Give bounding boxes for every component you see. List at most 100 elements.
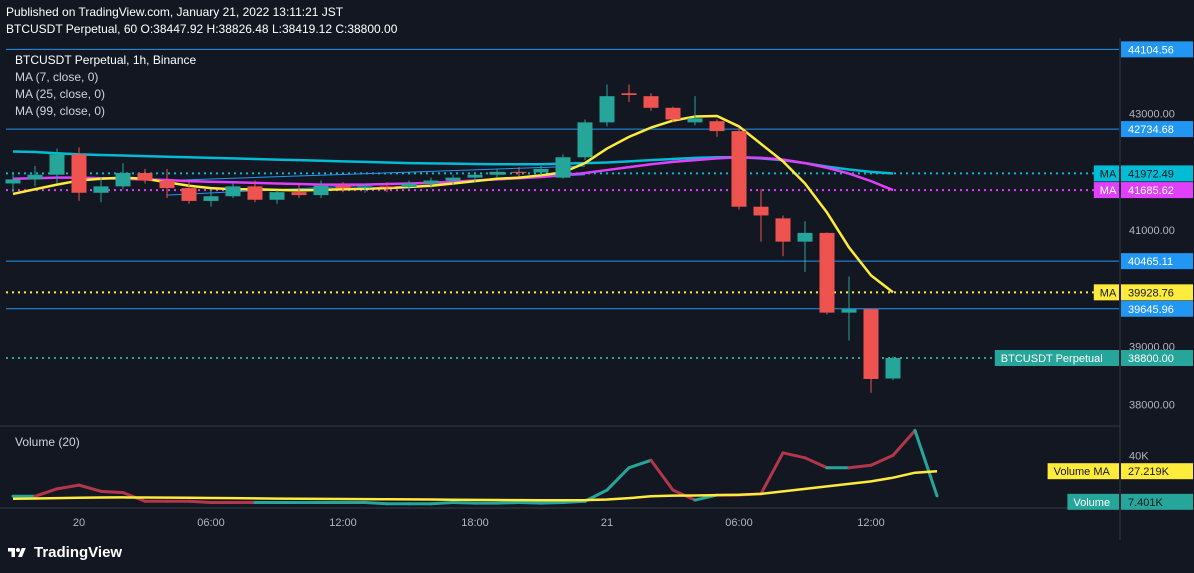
- legend-symbol[interactable]: BTCUSDT Perpetual, 1h, Binance: [15, 53, 197, 67]
- volume-segment: [913, 428, 939, 498]
- time-tick-label: 06:00: [725, 517, 753, 529]
- volume-legend[interactable]: Volume (20): [15, 435, 80, 449]
- price-tag-38800.00: 38800.00: [1128, 353, 1174, 365]
- candle-body: [665, 107, 681, 120]
- price-tag-44104.56-bg: [1121, 41, 1193, 58]
- channel-line-upper: [166, 165, 586, 182]
- time-tick-label: 06:00: [197, 517, 225, 529]
- candle-body: [489, 171, 505, 175]
- price-tag-39645.96-bg: [1121, 300, 1193, 317]
- candle-body: [203, 196, 219, 201]
- volume-segment: [517, 501, 543, 505]
- candle-body: [467, 174, 483, 178]
- line-tag-btcusdt-perpetual-bg: [994, 350, 1119, 366]
- volume-segment: [539, 501, 565, 505]
- tradingview-footer[interactable]: TradingView: [6, 544, 122, 561]
- candle-body: [577, 122, 593, 158]
- volume-segment: [495, 501, 521, 505]
- candle-body: [71, 154, 87, 193]
- price-tick-label: 41000.00: [1129, 225, 1175, 237]
- legend-ma25[interactable]: MA (25, close, 0): [15, 87, 106, 101]
- candle-body: [819, 232, 835, 313]
- candle-body: [511, 171, 527, 173]
- tradingview-brand: TradingView: [34, 544, 123, 561]
- candle-body: [797, 232, 813, 242]
- volume-side-tag-1-bg: [1067, 493, 1119, 510]
- volume-segment: [605, 466, 631, 492]
- legend-ma99[interactable]: MA (99, close, 0): [15, 104, 106, 118]
- ohlc-readout: BTCUSDT Perpetual, 60 O:38447.92 H:38826…: [6, 22, 398, 36]
- time-tick-label: 21: [601, 517, 613, 529]
- price-tag-44104.56: 44104.56: [1128, 44, 1174, 56]
- volume-segment: [869, 453, 895, 467]
- volume-tag-0: 27.219K: [1128, 466, 1170, 478]
- volume-tag-1-bg: [1121, 493, 1193, 510]
- candle-body: [247, 186, 263, 200]
- line-tag-ma-bg: [1093, 182, 1119, 199]
- price-tick-label: 43000.00: [1129, 109, 1175, 121]
- candle-body: [379, 186, 395, 188]
- candle-body: [775, 218, 791, 242]
- volume-segment: [187, 499, 213, 505]
- legend-ma7[interactable]: MA (7, close, 0): [15, 70, 99, 84]
- candle-body: [709, 121, 725, 132]
- candle-body: [885, 358, 901, 379]
- candle-body: [159, 180, 175, 189]
- candle-body: [731, 131, 747, 207]
- candle-body: [313, 185, 329, 196]
- volume-side-tag-0-bg: [1047, 463, 1119, 480]
- candle-body: [291, 192, 307, 196]
- line-tag-ma: MA: [1100, 168, 1117, 180]
- volume-segment: [561, 499, 587, 505]
- price-tag-42734.68: 42734.68: [1128, 124, 1174, 136]
- candle-body: [115, 172, 131, 187]
- volume-segment: [847, 463, 873, 470]
- price-tag-39928.76: 39928.76: [1128, 287, 1174, 299]
- volume-side-tag-0: Volume MA: [1054, 466, 1111, 478]
- price-tag-40465.11-bg: [1121, 253, 1193, 270]
- volume-segment: [759, 451, 785, 496]
- candle-body: [5, 179, 21, 184]
- volume-segment: [33, 487, 59, 498]
- candle-body: [621, 93, 637, 96]
- volume-segment: [781, 451, 807, 460]
- candle-body: [335, 185, 351, 189]
- candle-body: [49, 154, 65, 175]
- price-tag-41685.62-bg: [1121, 182, 1193, 199]
- line-tag-ma: MA: [1100, 287, 1117, 299]
- candle-body: [445, 177, 461, 181]
- time-tick-label: 12:00: [857, 517, 885, 529]
- candle-body: [423, 180, 439, 184]
- candle-body: [93, 186, 109, 193]
- candle-body: [401, 183, 417, 187]
- volume-segment: [363, 501, 389, 506]
- time-tick-label: 12:00: [329, 517, 357, 529]
- candle-body: [863, 309, 879, 379]
- volume-segment: [803, 456, 829, 470]
- candle-body: [687, 118, 703, 123]
- price-tag-41972.49-bg: [1121, 165, 1193, 182]
- line-tag-ma-bg: [1093, 165, 1119, 182]
- candle-body: [225, 186, 241, 197]
- volume-segment: [429, 501, 455, 506]
- line-tag-ma-bg: [1093, 284, 1119, 301]
- price-tag-42734.68-bg: [1121, 121, 1193, 138]
- candle-body: [753, 206, 769, 216]
- price-tag-40465.11: 40465.11: [1128, 256, 1173, 268]
- candle-body: [357, 186, 373, 189]
- price-tag-39928.76-bg: [1121, 284, 1193, 301]
- candle-body: [181, 188, 197, 201]
- volume-segment: [649, 458, 675, 492]
- volume-segment: [451, 501, 477, 505]
- candle-body: [599, 96, 615, 123]
- volume-segment: [891, 428, 917, 457]
- volume-ma-line: [12, 469, 938, 502]
- candle-body: [533, 168, 549, 173]
- volume-tag-0-bg: [1121, 463, 1193, 480]
- volume-segment: [55, 483, 81, 491]
- price-tag-38800.00-bg: [1121, 350, 1193, 366]
- volume-segment: [77, 483, 103, 493]
- price-tag-41972.49: 41972.49: [1128, 168, 1174, 180]
- tradingview-logo-icon: [8, 547, 26, 557]
